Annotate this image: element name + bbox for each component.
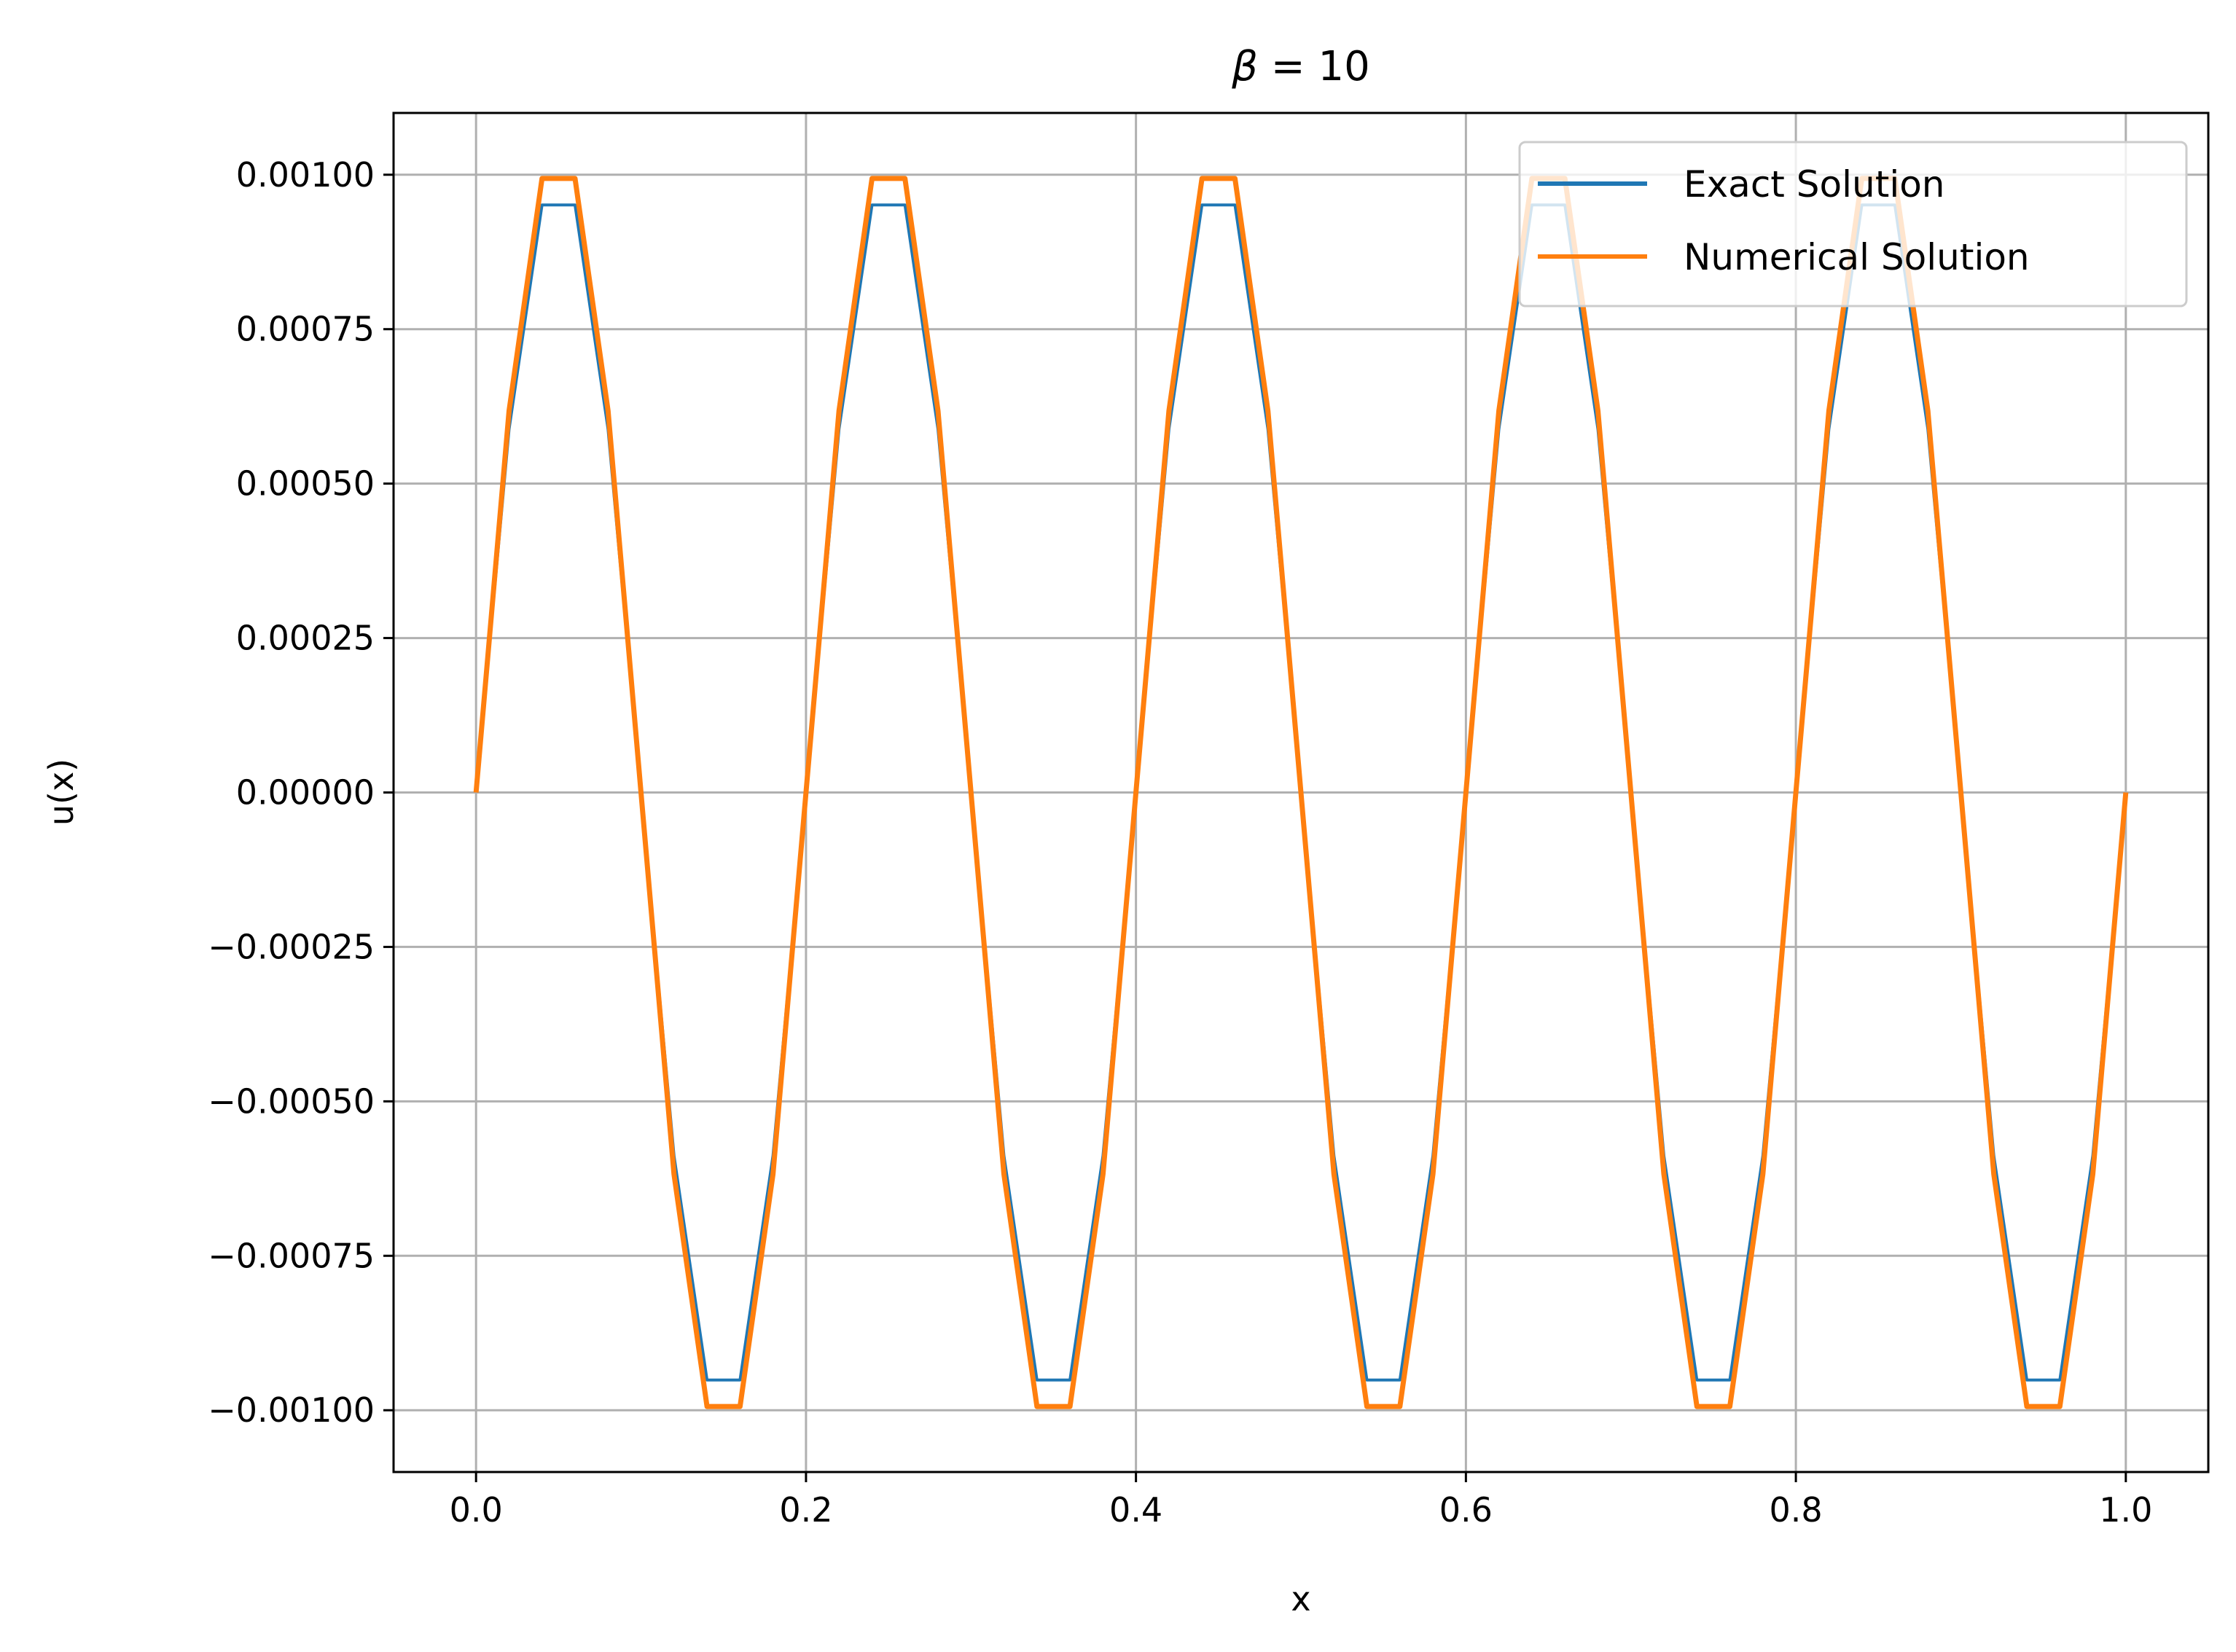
y-tick-label: 0.00000	[236, 773, 375, 813]
legend-label-numerical: Numerical Solution	[1684, 236, 2030, 278]
title-rest: = 10	[1258, 43, 1370, 90]
x-tick-label: 0.2	[779, 1490, 832, 1530]
title-symbol: β	[1231, 43, 1258, 90]
x-tick-label: 1.0	[2099, 1490, 2152, 1530]
y-tick-label: −0.00050	[208, 1081, 375, 1121]
axis-ticks: 0.0 0.2 0.4 0.6 0.8 1.0 0.00100 0.00075 0.00050 0…	[208, 155, 2152, 1530]
x-axis-label: x	[1291, 1579, 1310, 1618]
x-tick-label: 0.4	[1109, 1490, 1162, 1530]
y-tick-label: −0.00100	[208, 1390, 375, 1430]
x-tick-label: 0.0	[450, 1490, 503, 1530]
x-tick-label: 0.8	[1770, 1490, 1823, 1530]
legend-box	[1518, 141, 2188, 308]
y-axis-label: u(x)	[42, 759, 81, 826]
legend-label-exact: Exact Solution	[1684, 163, 1945, 205]
y-tick-label: 0.00100	[236, 155, 375, 195]
chart-title: β = 10	[1231, 43, 1370, 90]
y-tick-label: −0.00075	[208, 1236, 375, 1275]
legend: Exact Solution Numerical Solution	[1518, 141, 2188, 308]
y-tick-label: 0.00050	[236, 464, 375, 504]
y-tick-label: 0.00075	[236, 310, 375, 349]
y-tick-label: −0.00025	[208, 927, 375, 966]
y-tick-label: 0.00025	[236, 619, 375, 658]
x-tick-label: 0.6	[1439, 1490, 1493, 1530]
